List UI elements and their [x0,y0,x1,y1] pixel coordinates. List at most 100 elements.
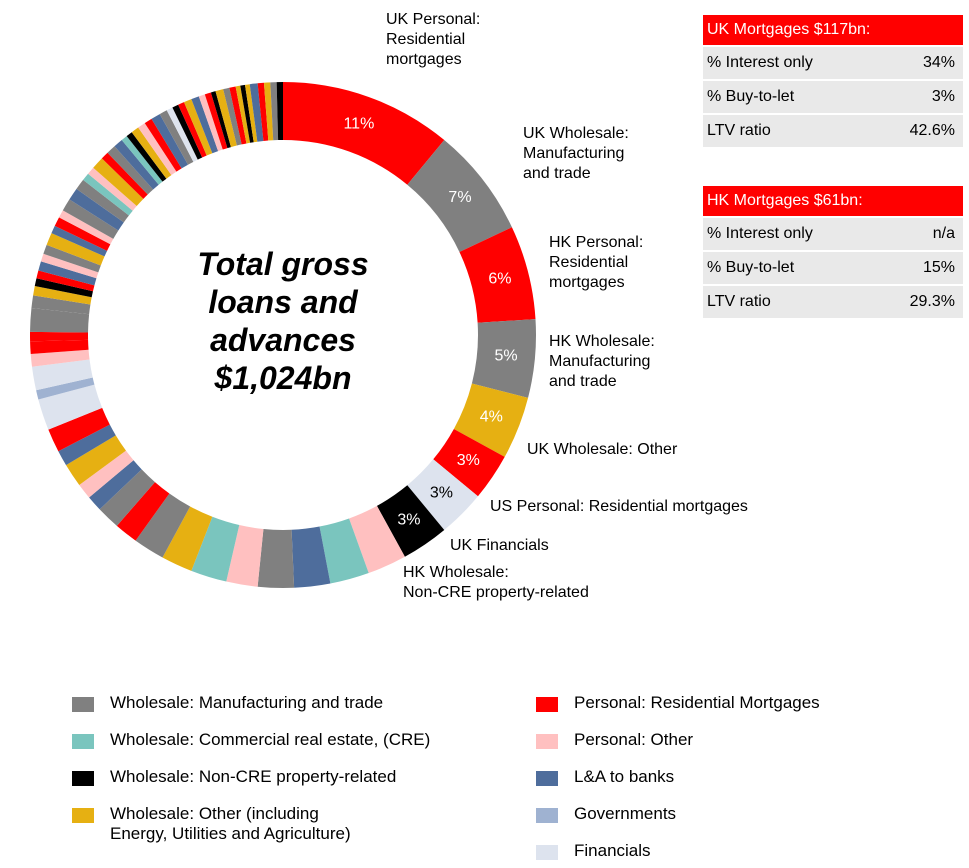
donut-slice [38,384,103,430]
legend-label: Wholesale: Non-CRE property-related [110,767,397,786]
center-label: Total gross loans and advances $1,024bn [197,246,369,396]
legend-swatch [536,697,558,712]
donut-slice [116,482,170,541]
donut-slice [453,383,529,457]
value-label: 5% [494,347,517,364]
slice-label: UK Financials [450,537,549,554]
legend-label: Wholesale: Other (including Energy, Util… [110,804,351,843]
table-title: HK Mortgages $61bn: [703,186,963,216]
donut-slice [30,308,90,333]
legend-swatch [536,771,558,786]
donut-slice [191,96,219,154]
table-title: UK Mortgages $117bn: [703,15,963,45]
legend-label: Financials [574,841,651,860]
legend-swatch [72,808,94,823]
table-cell: % Buy-to-let [707,88,795,105]
donut-slice [263,82,274,141]
table-cell: % Interest only [707,54,813,71]
slice-label: HK Personal: Residential mortgages [549,234,644,291]
donut-slice [215,89,237,148]
legend-swatch [72,734,94,749]
value-label: 7% [448,189,471,206]
value-label: 4% [480,409,503,426]
donut-slice [210,91,231,149]
value-label: 3% [397,511,420,528]
donut-slice [198,94,223,152]
value-label: 3% [457,452,480,469]
donut-slice [79,450,134,498]
donut-slice [30,331,89,342]
table-cell: 15% [922,259,955,276]
donut-slice [276,82,283,141]
donut-slice [229,86,247,145]
legend-label: Wholesale: Manufacturing and trade [110,693,384,712]
donut-slice [101,152,148,199]
table-row: LTV ratio 42.6% [703,113,963,147]
legend-label: L&A to banks [574,767,675,786]
table-cell: 34% [922,54,955,71]
donut-slice [257,82,269,141]
donut-slice [376,485,445,557]
donut-slice [471,319,536,398]
donut-slice [178,102,207,158]
legend-swatch [72,771,94,786]
donut-slice [283,82,445,185]
donut-slice [159,110,194,165]
table-cell: 42.6% [909,122,955,139]
donut-slice [89,460,142,510]
donut-slice [66,435,126,485]
table-cell: LTV ratio [707,122,771,139]
donut-slice [138,123,177,176]
info-table: HK Mortgages $61bn: % Interest only n/a % B… [703,186,963,318]
value-label: 6% [488,271,511,288]
donut-slice [126,132,167,182]
donut-slice [172,104,203,160]
donut-slice [30,349,90,367]
donut-slice [31,295,91,315]
info-table: UK Mortgages $117bn: % Interest only 34% % … [703,15,963,147]
donut-slice [36,270,95,292]
table-row: % Buy-to-let 15% [703,250,963,284]
donut-slice [83,173,133,216]
donut-slice [166,107,198,162]
donut-slice [43,244,101,273]
donut-slice [38,261,97,286]
donut-slice [131,127,172,179]
donut-slice [223,87,242,146]
donut-slice [93,158,144,207]
donut-slice [244,84,258,143]
donut-slice [407,140,512,252]
donut-slice [62,199,119,239]
donut-slice [30,339,89,355]
donut-slice [407,459,478,530]
legend-swatch [536,808,558,823]
legend-label: Wholesale: Commercial real estate, (CRE) [110,730,431,749]
donut-slice [33,286,92,305]
donut-slice [76,179,129,223]
table-cell: 3% [931,88,955,105]
donut-slice [151,114,188,169]
donut-slice [257,529,295,588]
donut-slice [433,428,505,497]
table-cell: % Interest only [707,225,813,242]
slice-label: US Personal: Residential mortgages [490,498,748,515]
donut-slice [319,518,369,584]
donut-slice [291,526,331,588]
donut-slice [135,493,191,558]
donut-slice [46,233,105,266]
donut-slice [144,118,182,172]
donut-slice [48,407,110,452]
donut-slice [226,525,264,587]
donut-slice [51,225,108,257]
donut-slice [162,506,213,571]
donut-slice [191,516,240,582]
table-row: % Interest only n/a [703,216,963,250]
donut-slice [69,188,124,231]
donut-slice [249,83,264,142]
table-row: LTV ratio 29.3% [703,284,963,318]
legend-label: Governments [574,804,677,823]
donut-slice [36,377,95,400]
donut-slice [31,359,93,391]
value-label: 3% [430,485,453,502]
slice-label: UK Wholesale: Other [527,441,678,458]
